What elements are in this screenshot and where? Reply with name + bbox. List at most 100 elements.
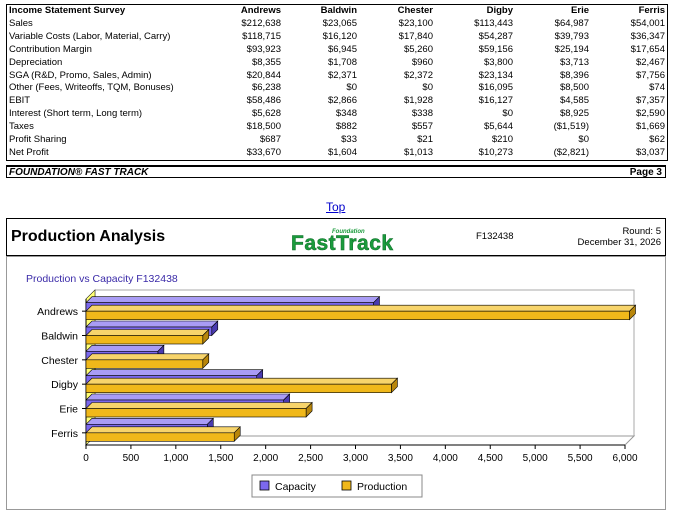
legend-swatch-capacity [259, 480, 270, 491]
income-cell: $2,866 [327, 95, 357, 107]
income-cell: $2,372 [403, 69, 433, 81]
income-cell: ($1,519) [553, 121, 589, 133]
income-cell: $10,273 [478, 146, 513, 158]
income-cell: $7,756 [635, 69, 665, 81]
income-cell: $20,844 [246, 69, 281, 81]
x-tick-label: 0 [83, 453, 89, 464]
income-cell: $7,357 [635, 95, 665, 107]
income-row-label: SGA (R&D, Promo, Sales, Admin) [9, 69, 152, 81]
income-cell: $25,194 [554, 43, 589, 55]
income-cell: $5,260 [403, 43, 433, 55]
top-link[interactable]: Top [326, 200, 346, 214]
income-cell: $36,347 [630, 30, 665, 42]
income-cell: $882 [335, 121, 357, 133]
income-cell: $4,585 [559, 95, 589, 107]
bar-top-production [85, 402, 313, 409]
logo-small-text: Foundation [332, 229, 365, 235]
income-cell: $2,371 [327, 69, 357, 81]
bar-top-production [85, 329, 210, 336]
income-row-label: Contribution Margin [9, 43, 92, 55]
bar-top-capacity [85, 369, 264, 376]
y-category-label: Baldwin [41, 331, 78, 343]
bar-top-production [85, 353, 210, 361]
legend-label-capacity: Capacity [275, 481, 317, 493]
income-row: Net Profit $33,670 $1,604 $1,013 $10,273 ($2,… [7, 147, 667, 160]
x-tick-label: 5,000 [523, 453, 548, 464]
legend-box [251, 474, 423, 498]
income-row: Interest (Short term, Long term) $5,628 $3… [7, 108, 667, 121]
bar-production [85, 408, 307, 418]
income-cell: $1,669 [635, 121, 665, 133]
income-cell: $17,840 [398, 30, 433, 42]
income-cell: $33 [341, 134, 357, 146]
income-row: Taxes $18,500 $882 $557 $5,644 ($1,519) $1,669 [7, 121, 667, 134]
bar-production [85, 432, 235, 442]
page-footer: FOUNDATION® FAST TRACK Page 3 [6, 165, 666, 178]
bar-production [85, 383, 392, 393]
income-row-label: Sales [9, 17, 33, 29]
bar-top-capacity [85, 418, 214, 425]
company-header: Erie [571, 5, 589, 16]
income-cell: $93,923 [246, 43, 281, 55]
income-cell: $2,590 [635, 108, 665, 120]
income-cell: $54,287 [478, 30, 513, 42]
round-number: Round: 5 [622, 226, 661, 237]
income-row: Contribution Margin $93,923 $6,945 $5,260 $5… [7, 44, 667, 57]
income-cell: $23,065 [322, 17, 357, 29]
bar-top-production [85, 304, 637, 312]
income-cell: $21 [417, 134, 433, 146]
income-cell: $113,443 [474, 17, 513, 29]
income-cell: $348 [335, 108, 357, 120]
income-row-label: Interest (Short term, Long term) [9, 108, 143, 120]
income-statement-table: Income Statement Survey Andrews Baldwin … [7, 5, 667, 160]
x-tick-label: 1,500 [208, 453, 233, 464]
footer-page-number: Page 3 [629, 167, 662, 178]
y-category-label: Andrews [37, 306, 78, 318]
income-cell: $74 [649, 82, 665, 94]
income-cell: $118,715 [242, 30, 281, 42]
legend-label-production: Production [357, 481, 407, 493]
income-row-label: Variable Costs (Labor, Material, Carry) [9, 30, 171, 42]
income-row: Profit Sharing $687 $33 $21 $210 $0 $62 [7, 134, 667, 147]
income-row: SGA (R&D, Promo, Sales, Admin) $20,844 $2,… [7, 70, 667, 83]
income-cell: $338 [411, 108, 433, 120]
income-cell: $58,486 [246, 95, 281, 107]
production-analysis-header: Production Analysis Foundation FastTrack… [6, 218, 666, 256]
x-tick-label: 5,500 [568, 453, 593, 464]
company-code: F132438 [476, 231, 514, 242]
income-cell: $1,013 [403, 146, 433, 158]
income-cell: $16,127 [478, 95, 513, 107]
x-tick-label: 2,500 [298, 453, 323, 464]
income-row-label: Net Profit [9, 146, 49, 158]
company-header: Baldwin [320, 5, 357, 16]
x-tick-label: 4,000 [433, 453, 458, 464]
bar-production [85, 310, 630, 320]
income-cell: $1,928 [403, 95, 433, 107]
production-chart-panel: Production vs Capacity F132438 0 500 1,000 1… [6, 256, 666, 510]
income-cell: $212,638 [241, 17, 281, 29]
income-row: Other (Fees, Writeoffs, TQM, Bonuses) $6,… [7, 82, 667, 95]
income-row-label: Depreciation [9, 56, 63, 68]
company-header: Chester [397, 5, 433, 16]
logo-main-text: FastTrack [291, 232, 394, 253]
income-cell: $8,355 [251, 56, 281, 68]
fasttrack-logo: Foundation FastTrack [291, 229, 394, 253]
income-cell: $687 [259, 134, 281, 146]
income-cell: $3,037 [635, 146, 665, 158]
bar-top-capacity [85, 345, 165, 352]
chart-title: Production vs Capacity F132438 [26, 273, 178, 285]
income-cell: $0 [578, 134, 589, 146]
bar-top-capacity [85, 320, 219, 328]
page-title: Production Analysis [11, 228, 166, 245]
income-cell: $62 [649, 134, 665, 146]
income-cell: $5,628 [251, 108, 281, 120]
legend-swatch-production [341, 480, 352, 491]
bar-top-production [85, 377, 399, 385]
income-cell: $33,670 [246, 146, 281, 158]
income-cell: $3,713 [559, 56, 589, 68]
income-cell: ($2,821) [553, 146, 589, 158]
income-cell: $0 [422, 82, 433, 94]
x-tick-label: 500 [123, 453, 140, 464]
x-tick-label: 3,500 [388, 453, 413, 464]
income-cell: $6,945 [327, 43, 357, 55]
